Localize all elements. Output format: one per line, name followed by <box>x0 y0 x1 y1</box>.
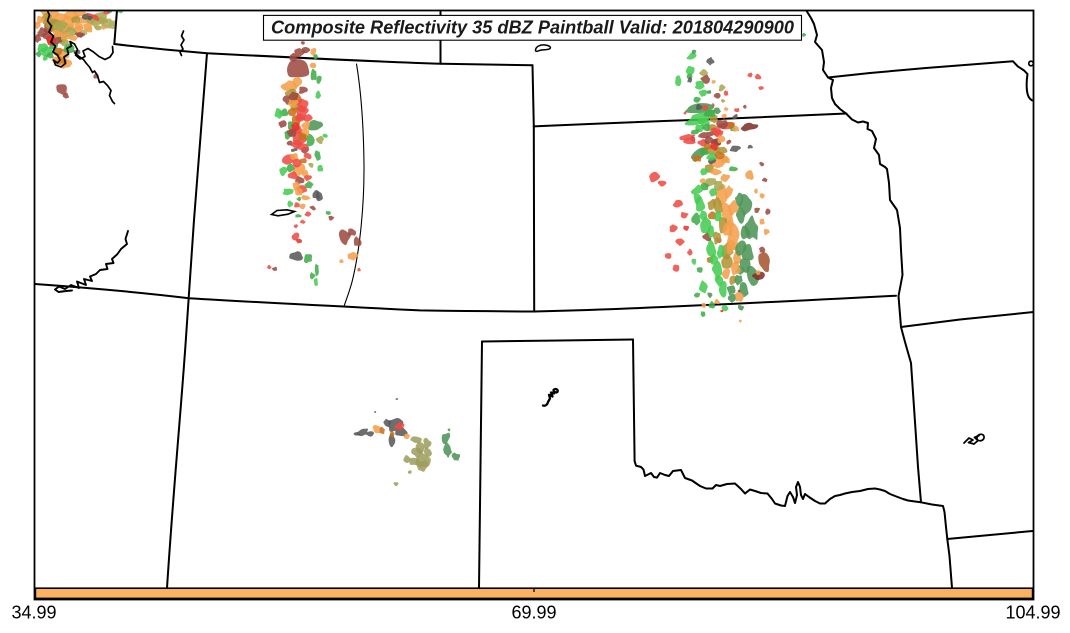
svg-text:69.99: 69.99 <box>511 603 556 623</box>
svg-text:34.99: 34.99 <box>11 603 56 623</box>
svg-text:Composite Reflectivity 35 dBZ: Composite Reflectivity 35 dBZ Paintball … <box>271 17 794 37</box>
svg-text:104.99: 104.99 <box>1005 603 1060 623</box>
